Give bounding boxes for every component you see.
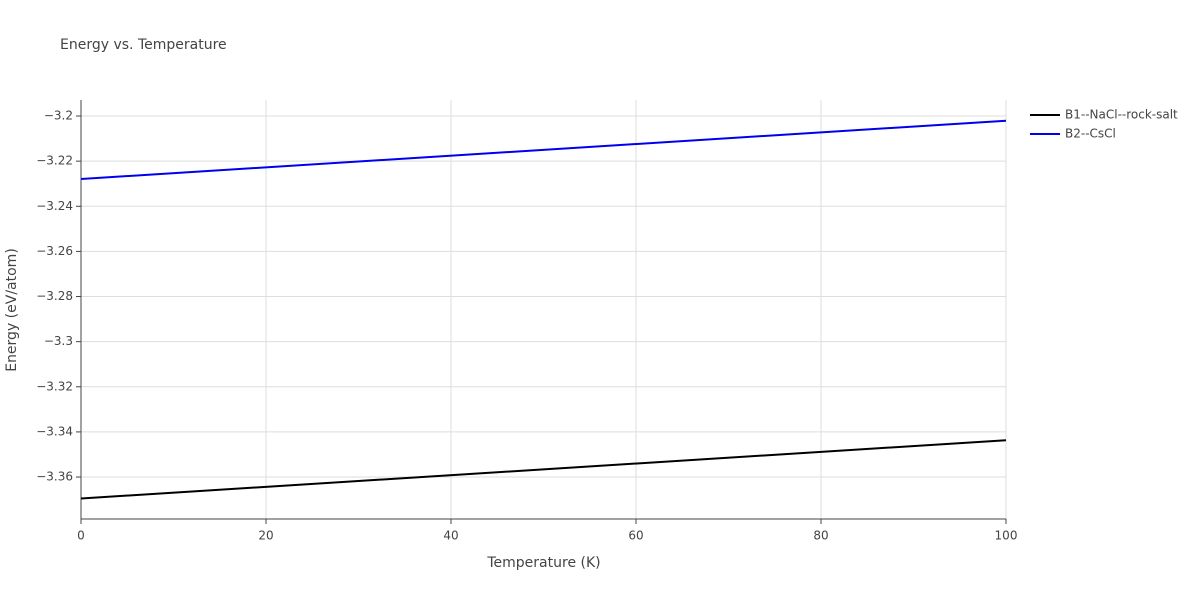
- legend-label: B1--NaCl--rock-salt: [1065, 108, 1178, 122]
- x-axis-label: Temperature (K): [486, 555, 600, 571]
- y-axis-label: Energy (eV/atom): [4, 248, 20, 372]
- series-line: [80, 119, 1007, 180]
- y-tick-label: −3.2: [44, 109, 73, 123]
- x-tick-label: 20: [258, 529, 273, 543]
- y-tick-label: −3.24: [36, 199, 73, 213]
- series-line: [80, 439, 1007, 500]
- y-tick-label: −3.3: [44, 334, 73, 348]
- y-tick-label: −3.26: [36, 244, 73, 258]
- x-tick-label: 40: [443, 529, 458, 543]
- x-tick-label: 80: [813, 529, 828, 543]
- y-tick-label: −3.28: [36, 289, 73, 303]
- x-tick-label: 0: [77, 529, 85, 543]
- y-tick-label: −3.22: [36, 154, 73, 168]
- chart-title: Energy vs. Temperature: [60, 37, 227, 53]
- legend-label: B2--CsCl: [1065, 127, 1116, 141]
- x-tick-label: 60: [628, 529, 643, 543]
- y-tick-label: −3.34: [36, 424, 73, 438]
- y-tick-label: −3.32: [36, 379, 73, 393]
- x-tick-label: 100: [995, 529, 1018, 543]
- y-tick-label: −3.36: [36, 470, 73, 484]
